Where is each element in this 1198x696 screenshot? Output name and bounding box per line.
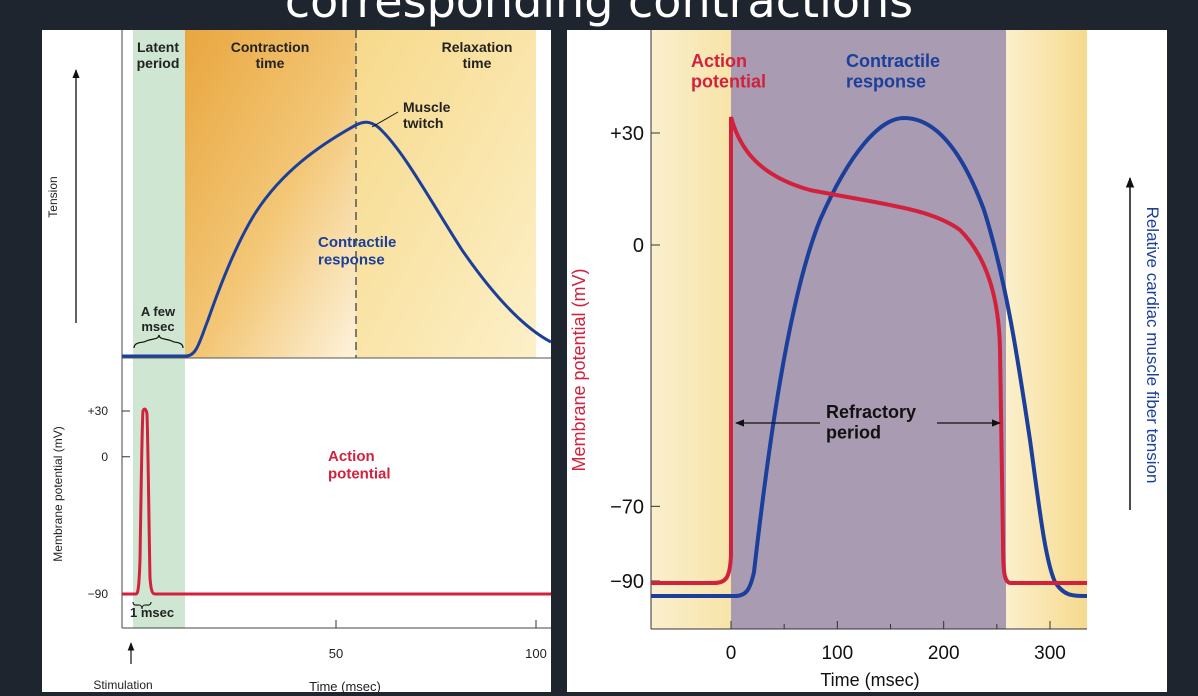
one-msec-brace — [132, 601, 152, 610]
stimulation-label: Stimulation — [93, 678, 152, 692]
cardiac-action-potential-label: Action potential — [691, 51, 766, 92]
cardiac-x-tick-label: 300 — [1034, 643, 1066, 664]
skeletal-x-tick-label: 50 — [329, 646, 343, 661]
cardiac-y-tick-label: −70 — [610, 496, 644, 518]
latent-period-label: Latent period — [137, 39, 180, 71]
skeletal-y-tick-label: +30 — [88, 404, 109, 418]
cardiac-time-axis-label: Time (msec) — [820, 670, 919, 690]
skeletal-action-potential-curve — [122, 407, 551, 596]
tension-label: Tension — [46, 176, 60, 217]
membrane-potential-axis-label: Membrane potential (mV) — [51, 426, 65, 561]
relaxation-time-label: Relaxation time — [442, 39, 513, 71]
skeletal-action-potential-label: Action potential — [328, 448, 391, 482]
skeletal-x-tick-label: 100 — [525, 646, 547, 661]
cardiac-contractile-response-label: Contractile response — [846, 51, 940, 92]
cardiac-y-tick-label: 0 — [633, 235, 644, 257]
a-few-msec-brace — [133, 334, 184, 349]
skeletal-time-axis-label: Time (msec) — [309, 679, 381, 694]
resting-region-right — [1006, 30, 1087, 629]
contraction-time-label: Contraction time — [231, 39, 310, 71]
refractory-period-label: Refractory period — [826, 402, 916, 443]
one-msec-label: 1 msec — [130, 605, 174, 620]
skeletal-x-ticks: 50 100 — [329, 620, 547, 661]
cardiac-x-tick-label: 0 — [726, 643, 737, 664]
twitch-leader-line — [371, 111, 399, 128]
muscle-twitch-curve — [122, 120, 552, 358]
cardiac-y-ticks: +30 0 −70 −90 — [610, 123, 660, 593]
resting-region-left — [651, 30, 731, 629]
relaxation-time-region — [356, 30, 536, 358]
cardiac-panel: +30 0 −70 −90 0 100 200 300 Membrane potential… — [567, 30, 1167, 692]
cardiac-x-tick-label: 100 — [821, 643, 853, 664]
skeletal-y-tick-label: 0 — [101, 450, 108, 464]
refractory-region — [731, 30, 1006, 629]
contractile-response-label: Contractile response — [318, 234, 396, 268]
cardiac-membrane-axis-label: Membrane potential (mV) — [569, 268, 589, 471]
cardiac-x-ticks: 0 100 200 300 — [726, 621, 1066, 664]
skeletal-panel: Latent period Contraction time Relaxation t… — [42, 30, 552, 694]
slide-title: corresponding contractions — [284, 0, 914, 28]
cardiac-y-tick-label: +30 — [610, 123, 644, 145]
skeletal-y-tick-label: −90 — [88, 587, 109, 601]
muscle-twitch-label: Muscle twitch — [403, 99, 451, 131]
cardiac-action-potential-curve — [651, 116, 1087, 585]
skeletal-y-ticks: +30 0 −90 — [88, 404, 130, 601]
cardiac-contractile-curve — [651, 115, 1088, 598]
cardiac-tension-axis-label: Relative cardiac muscle fiber tension — [1143, 207, 1162, 484]
cardiac-x-tick-label: 200 — [928, 643, 960, 664]
cardiac-y-tick-label: −90 — [610, 571, 644, 593]
a-few-msec-label: A few msec — [141, 304, 176, 334]
